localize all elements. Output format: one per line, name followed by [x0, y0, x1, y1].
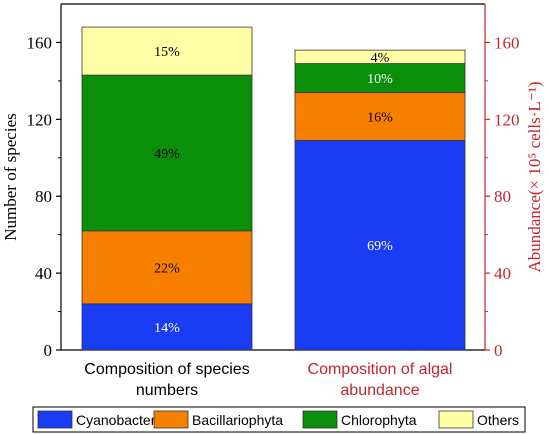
right-tick-label: 0 [494, 341, 503, 360]
left-tick-label: 80 [35, 187, 52, 206]
data-label: 16% [367, 110, 393, 125]
bar-chlorophyta-1 [81, 74, 253, 232]
bar-others-1 [81, 26, 253, 76]
right-tick-label: 40 [494, 264, 511, 283]
left-axis-title: Number of species [1, 113, 20, 240]
bar-chlorophyta-2 [294, 63, 466, 93]
left-tick-label: 40 [35, 264, 52, 283]
legend-label: Cyanobacteria [76, 412, 166, 428]
legend-label: Bacillariophyta [192, 412, 283, 428]
axes-layer: 0 40 80 120 160 0 40 80 120 160 Number of species A… [1, 33, 544, 399]
legend-swatch-others [438, 410, 474, 429]
bar-cyanobacteria-1 [81, 303, 253, 351]
category-label: abundance [340, 382, 419, 399]
data-label: 10% [367, 72, 393, 87]
right-tick-label: 80 [494, 187, 511, 206]
legend-swatch-chlorophyta [302, 410, 338, 429]
bars-layer: 14% 22% 49% 15% 69% 16% 10% 4% [81, 26, 466, 351]
bar-others-2 [294, 49, 466, 64]
data-label: 4% [371, 51, 390, 66]
data-label: 14% [154, 321, 180, 336]
data-label: 49% [154, 147, 180, 162]
right-tick-label: 160 [494, 33, 520, 52]
left-tick-label: 0 [44, 341, 53, 360]
legend: Cyanobacteria Bacillariophyta Chlorophyta O… [32, 406, 526, 433]
legend-label: Chlorophyta [341, 412, 417, 428]
left-tick-label: 160 [27, 33, 53, 52]
data-label: 69% [367, 239, 393, 254]
bar-bacillariophyta-2 [294, 92, 466, 141]
left-tick-label: 120 [27, 110, 53, 129]
right-axis-title: Abundance(× 10⁵ cells·L⁻¹) [525, 81, 544, 272]
data-label: 15% [154, 45, 180, 60]
data-label: 22% [154, 261, 180, 276]
category-label: Composition of algal [308, 361, 453, 378]
right-tick-label: 120 [494, 110, 520, 129]
legend-swatch-cyanobacteria [37, 410, 73, 429]
category-label: Composition of species [84, 361, 249, 378]
legend-label: Others [477, 412, 519, 428]
bar-bacillariophyta-1 [81, 230, 253, 305]
category-label: numbers [136, 382, 198, 399]
legend-swatch-bacillariophyta [153, 410, 189, 429]
bar-cyanobacteria-2 [294, 140, 466, 351]
